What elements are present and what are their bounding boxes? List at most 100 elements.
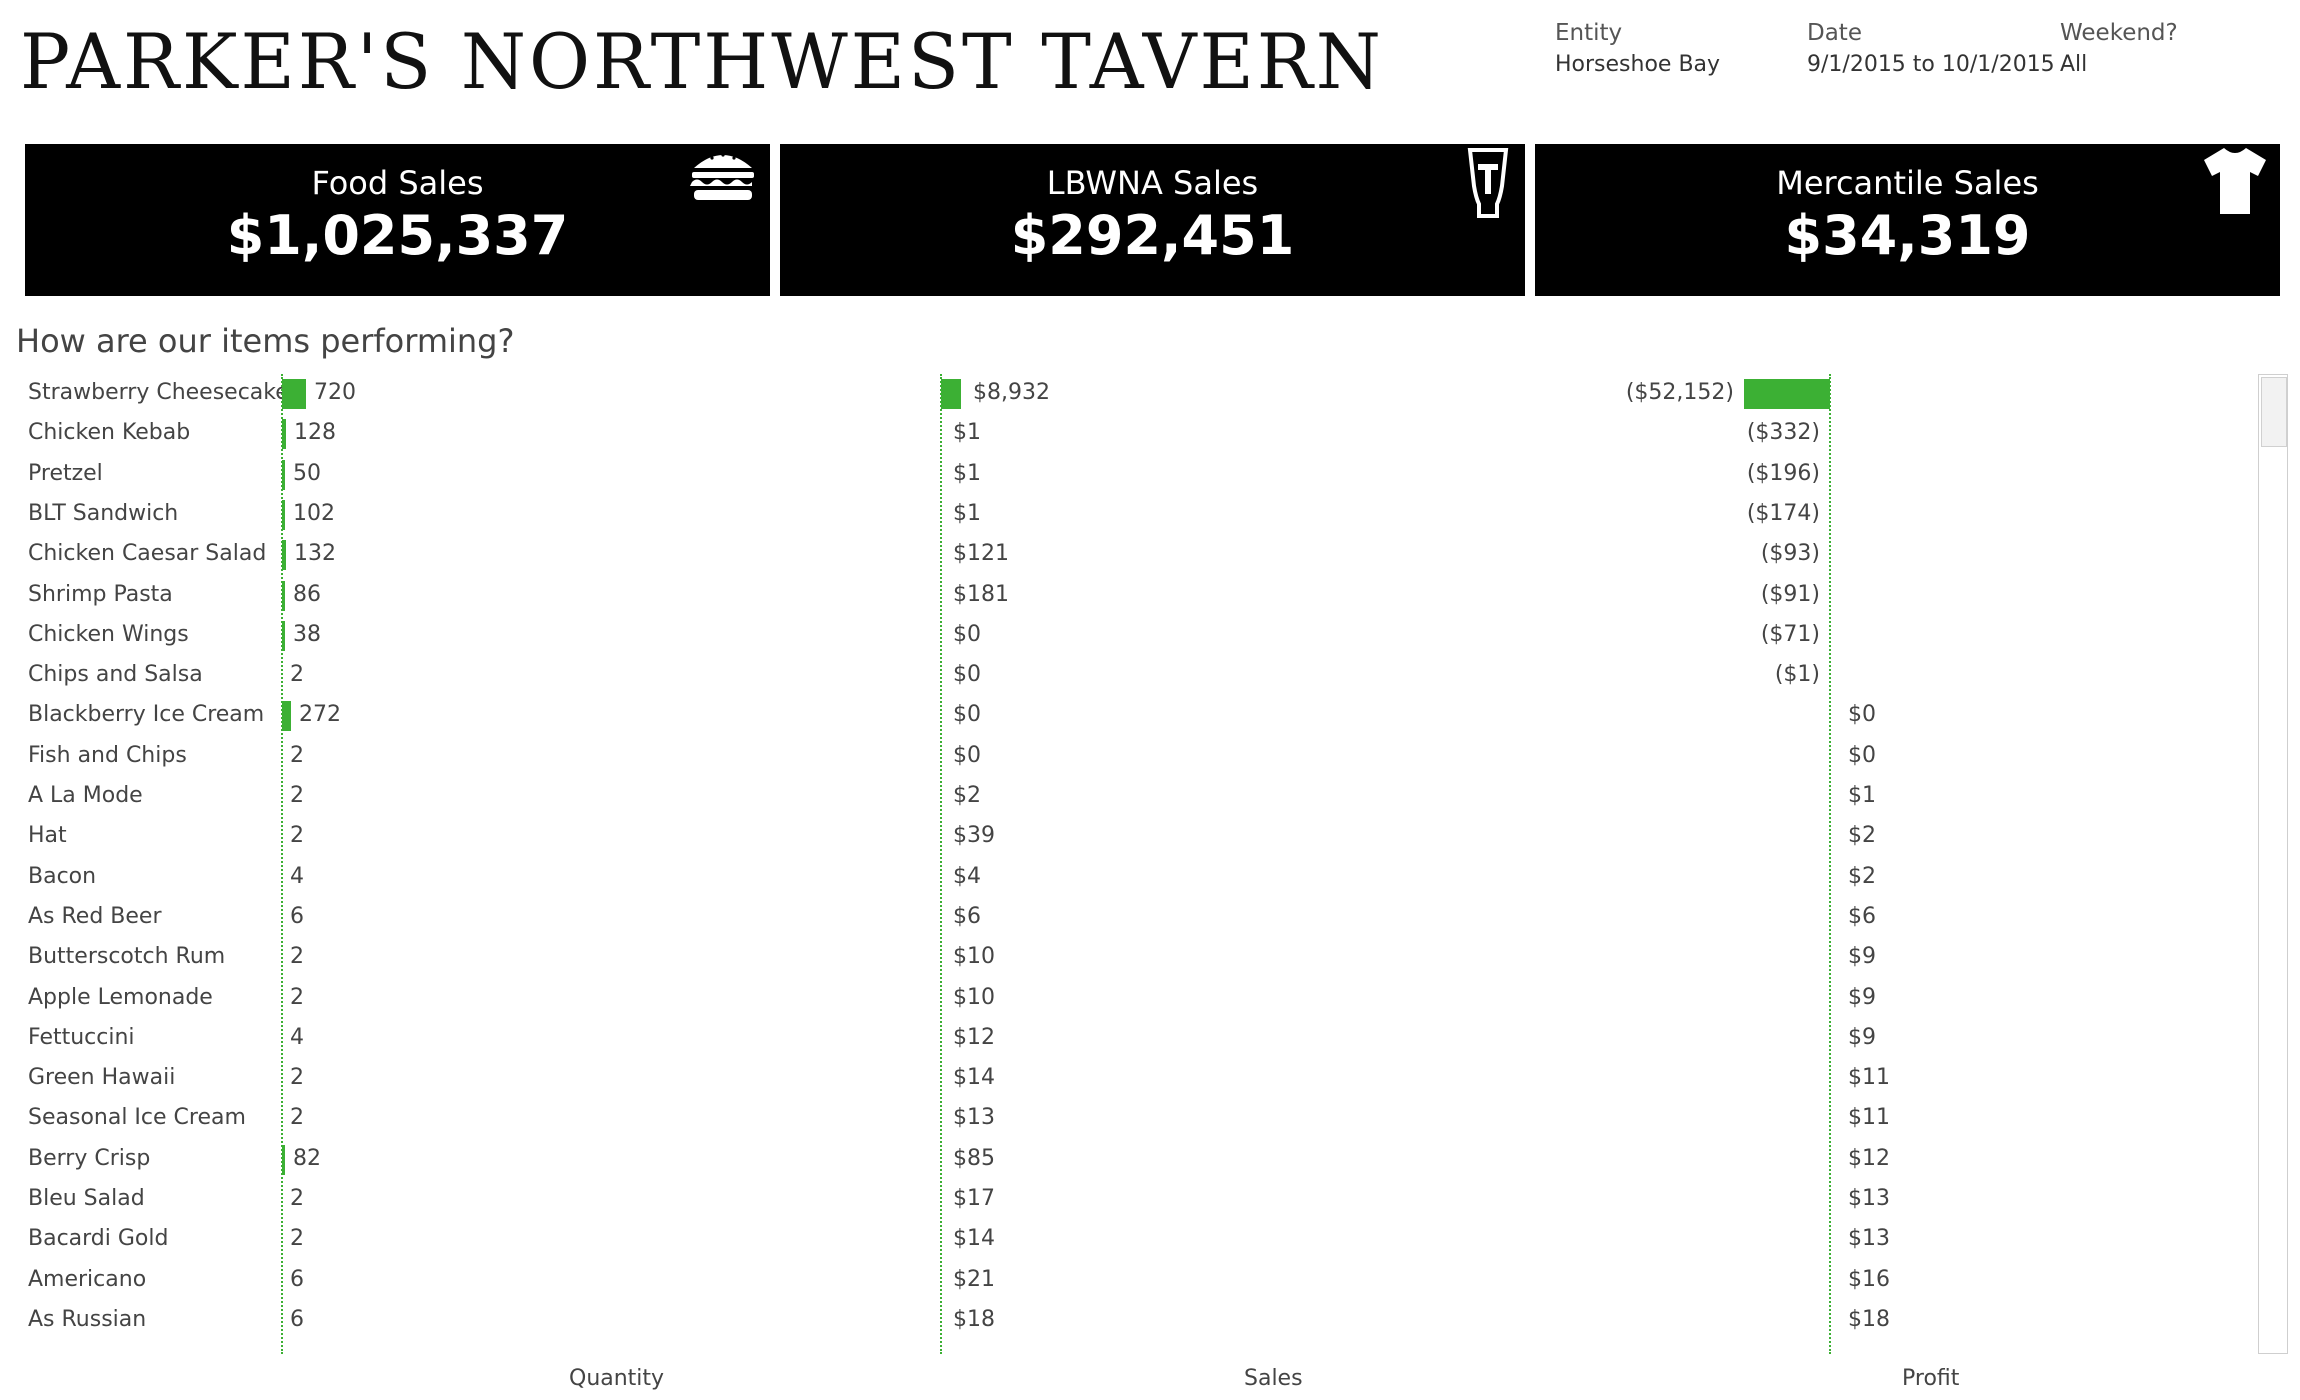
item-row[interactable]: Chicken Kebab 128 $1 ($332) xyxy=(0,414,2250,454)
quantity-value: 6 xyxy=(290,1266,304,1292)
item-row[interactable]: Bacardi Gold 2 $14 $13 xyxy=(0,1220,2250,1260)
quantity-bar[interactable] xyxy=(282,499,285,530)
kpi-mercantile-sales-value: $34,319 xyxy=(1784,204,2031,267)
sales-axis-line xyxy=(940,374,942,1354)
quantity-value: 38 xyxy=(293,621,321,647)
quantity-value: 2 xyxy=(290,823,304,849)
quantity-value: 2 xyxy=(290,1226,304,1252)
dashboard-title: PARKER'S NORTHWEST TAVERN xyxy=(20,17,1384,106)
item-name: Green Hawaii xyxy=(28,1065,176,1091)
item-performance-table: Strawberry Cheesecake 720 $8,932 ($52,152) C… xyxy=(0,374,2250,1354)
quantity-bar[interactable] xyxy=(282,419,286,450)
profit-value: $18 xyxy=(1848,1306,1890,1332)
scrollbar-thumb[interactable] xyxy=(2261,377,2287,447)
sales-value: $0 xyxy=(953,742,981,768)
kpi-mercantile-sales-label: Mercantile Sales xyxy=(1776,164,2039,202)
item-row[interactable]: Fettuccini 4 $12 $9 xyxy=(0,1019,2250,1059)
kpi-lbwna-sales-value: $292,451 xyxy=(1010,204,1295,267)
filter-entity-value[interactable]: Horseshoe Bay xyxy=(1555,52,1721,77)
quantity-value: 2 xyxy=(290,1105,304,1131)
sales-value: $14 xyxy=(953,1065,995,1091)
profit-value: $2 xyxy=(1848,823,1876,849)
profit-value: $9 xyxy=(1848,944,1876,970)
sales-value: $13 xyxy=(953,1105,995,1131)
sales-value: $8,932 xyxy=(973,380,1050,405)
profit-value: $0 xyxy=(1848,702,1876,728)
kpi-mercantile-sales: Mercantile Sales $34,319 xyxy=(1535,144,2280,296)
quantity-axis-title: Quantity xyxy=(569,1366,665,1391)
item-row[interactable]: A La Mode 2 $2 $1 xyxy=(0,777,2250,817)
quantity-bar[interactable] xyxy=(282,379,306,409)
quantity-value: 132 xyxy=(294,541,336,567)
quantity-bar[interactable] xyxy=(282,540,286,571)
sales-value: $2 xyxy=(953,783,981,808)
item-row[interactable]: Pretzel 50 $1 ($196) xyxy=(0,455,2250,495)
quantity-bar[interactable] xyxy=(282,1144,285,1175)
quantity-value: 720 xyxy=(314,380,356,405)
burger-icon xyxy=(688,146,758,210)
quantity-bar[interactable] xyxy=(282,701,291,732)
item-row[interactable]: Bacon 4 $4 $2 xyxy=(0,858,2250,898)
item-name: Bacardi Gold xyxy=(28,1226,169,1252)
item-row[interactable]: Chicken Wings 38 $0 ($71) xyxy=(0,616,2250,656)
sales-value: $0 xyxy=(953,662,981,688)
profit-value: $9 xyxy=(1848,1024,1876,1050)
item-name: Bleu Salad xyxy=(28,1186,145,1211)
item-row[interactable]: Chips and Salsa 2 $0 ($1) xyxy=(0,656,2250,696)
quantity-value: 2 xyxy=(290,742,304,768)
item-row[interactable]: Strawberry Cheesecake 720 $8,932 ($52,152) xyxy=(0,374,2250,414)
item-name: Strawberry Cheesecake xyxy=(28,380,289,405)
item-row[interactable]: As Russian 6 $18 $18 xyxy=(0,1301,2250,1341)
quantity-bar[interactable] xyxy=(282,580,285,611)
sales-value: $1 xyxy=(953,460,981,486)
quantity-value: 102 xyxy=(293,500,335,526)
item-name: Pretzel xyxy=(28,460,103,486)
quantity-value: 4 xyxy=(290,863,304,889)
profit-value: $1 xyxy=(1848,783,1876,808)
quantity-value: 272 xyxy=(299,702,341,728)
item-row[interactable]: Americano 6 $21 $16 xyxy=(0,1261,2250,1301)
sales-bar[interactable] xyxy=(941,379,961,409)
section-title: How are our items performing? xyxy=(16,322,515,360)
filter-entity-label: Entity xyxy=(1555,20,1623,46)
filter-entity[interactable]: Entity Horseshoe Bay xyxy=(1555,20,1720,77)
profit-value: $11 xyxy=(1848,1105,1890,1131)
filter-weekend[interactable]: Weekend? All xyxy=(2060,20,2178,77)
item-name: Blackberry Ice Cream xyxy=(28,702,265,728)
sales-value: $4 xyxy=(953,863,981,889)
item-name: Berry Crisp xyxy=(28,1145,151,1171)
quantity-bar[interactable] xyxy=(282,620,285,651)
item-row[interactable]: Shrimp Pasta 86 $181 ($91) xyxy=(0,576,2250,616)
profit-bar[interactable] xyxy=(1744,379,1830,409)
item-row[interactable]: Butterscotch Rum 2 $10 $9 xyxy=(0,938,2250,978)
item-row[interactable]: Hat 2 $39 $2 xyxy=(0,817,2250,857)
item-row[interactable]: Green Hawaii 2 $14 $11 xyxy=(0,1059,2250,1099)
item-row[interactable]: BLT Sandwich 102 $1 ($174) xyxy=(0,495,2250,535)
quantity-value: 2 xyxy=(290,783,304,808)
beer-glass-icon xyxy=(1463,146,1513,226)
item-row[interactable]: Chicken Caesar Salad 132 $121 ($93) xyxy=(0,535,2250,575)
sales-value: $21 xyxy=(953,1266,995,1292)
filter-date-value[interactable]: 9/1/2015 to 10/1/2015 xyxy=(1807,52,2055,77)
item-row[interactable]: Seasonal Ice Cream 2 $13 $11 xyxy=(0,1099,2250,1139)
filter-weekend-value[interactable]: All xyxy=(2060,52,2088,77)
quantity-bar[interactable] xyxy=(282,459,285,490)
item-row[interactable]: Fish and Chips 2 $0 $0 xyxy=(0,737,2250,777)
item-row[interactable]: Apple Lemonade 2 $10 $9 xyxy=(0,979,2250,1019)
sales-value: $12 xyxy=(953,1024,995,1050)
item-row[interactable]: As Red Beer 6 $6 $6 xyxy=(0,898,2250,938)
item-name: Chips and Salsa xyxy=(28,662,203,688)
item-name: Bacon xyxy=(28,863,97,889)
item-row[interactable]: Blackberry Ice Cream 272 $0 $0 xyxy=(0,696,2250,736)
quantity-value: 4 xyxy=(290,1024,304,1050)
item-row[interactable]: Bleu Salad 2 $17 $13 xyxy=(0,1180,2250,1220)
sales-value: $14 xyxy=(953,1226,995,1252)
sales-value: $17 xyxy=(953,1186,995,1211)
profit-value: $11 xyxy=(1848,1065,1890,1091)
item-row[interactable]: Berry Crisp 82 $85 $12 xyxy=(0,1140,2250,1180)
vertical-scrollbar[interactable] xyxy=(2258,374,2288,1354)
filter-date[interactable]: Date 9/1/2015 to 10/1/2015 xyxy=(1807,20,2055,77)
item-name: Apple Lemonade xyxy=(28,984,213,1010)
kpi-food-sales: Food Sales $1,025,337 xyxy=(25,144,770,296)
item-name: BLT Sandwich xyxy=(28,500,179,526)
